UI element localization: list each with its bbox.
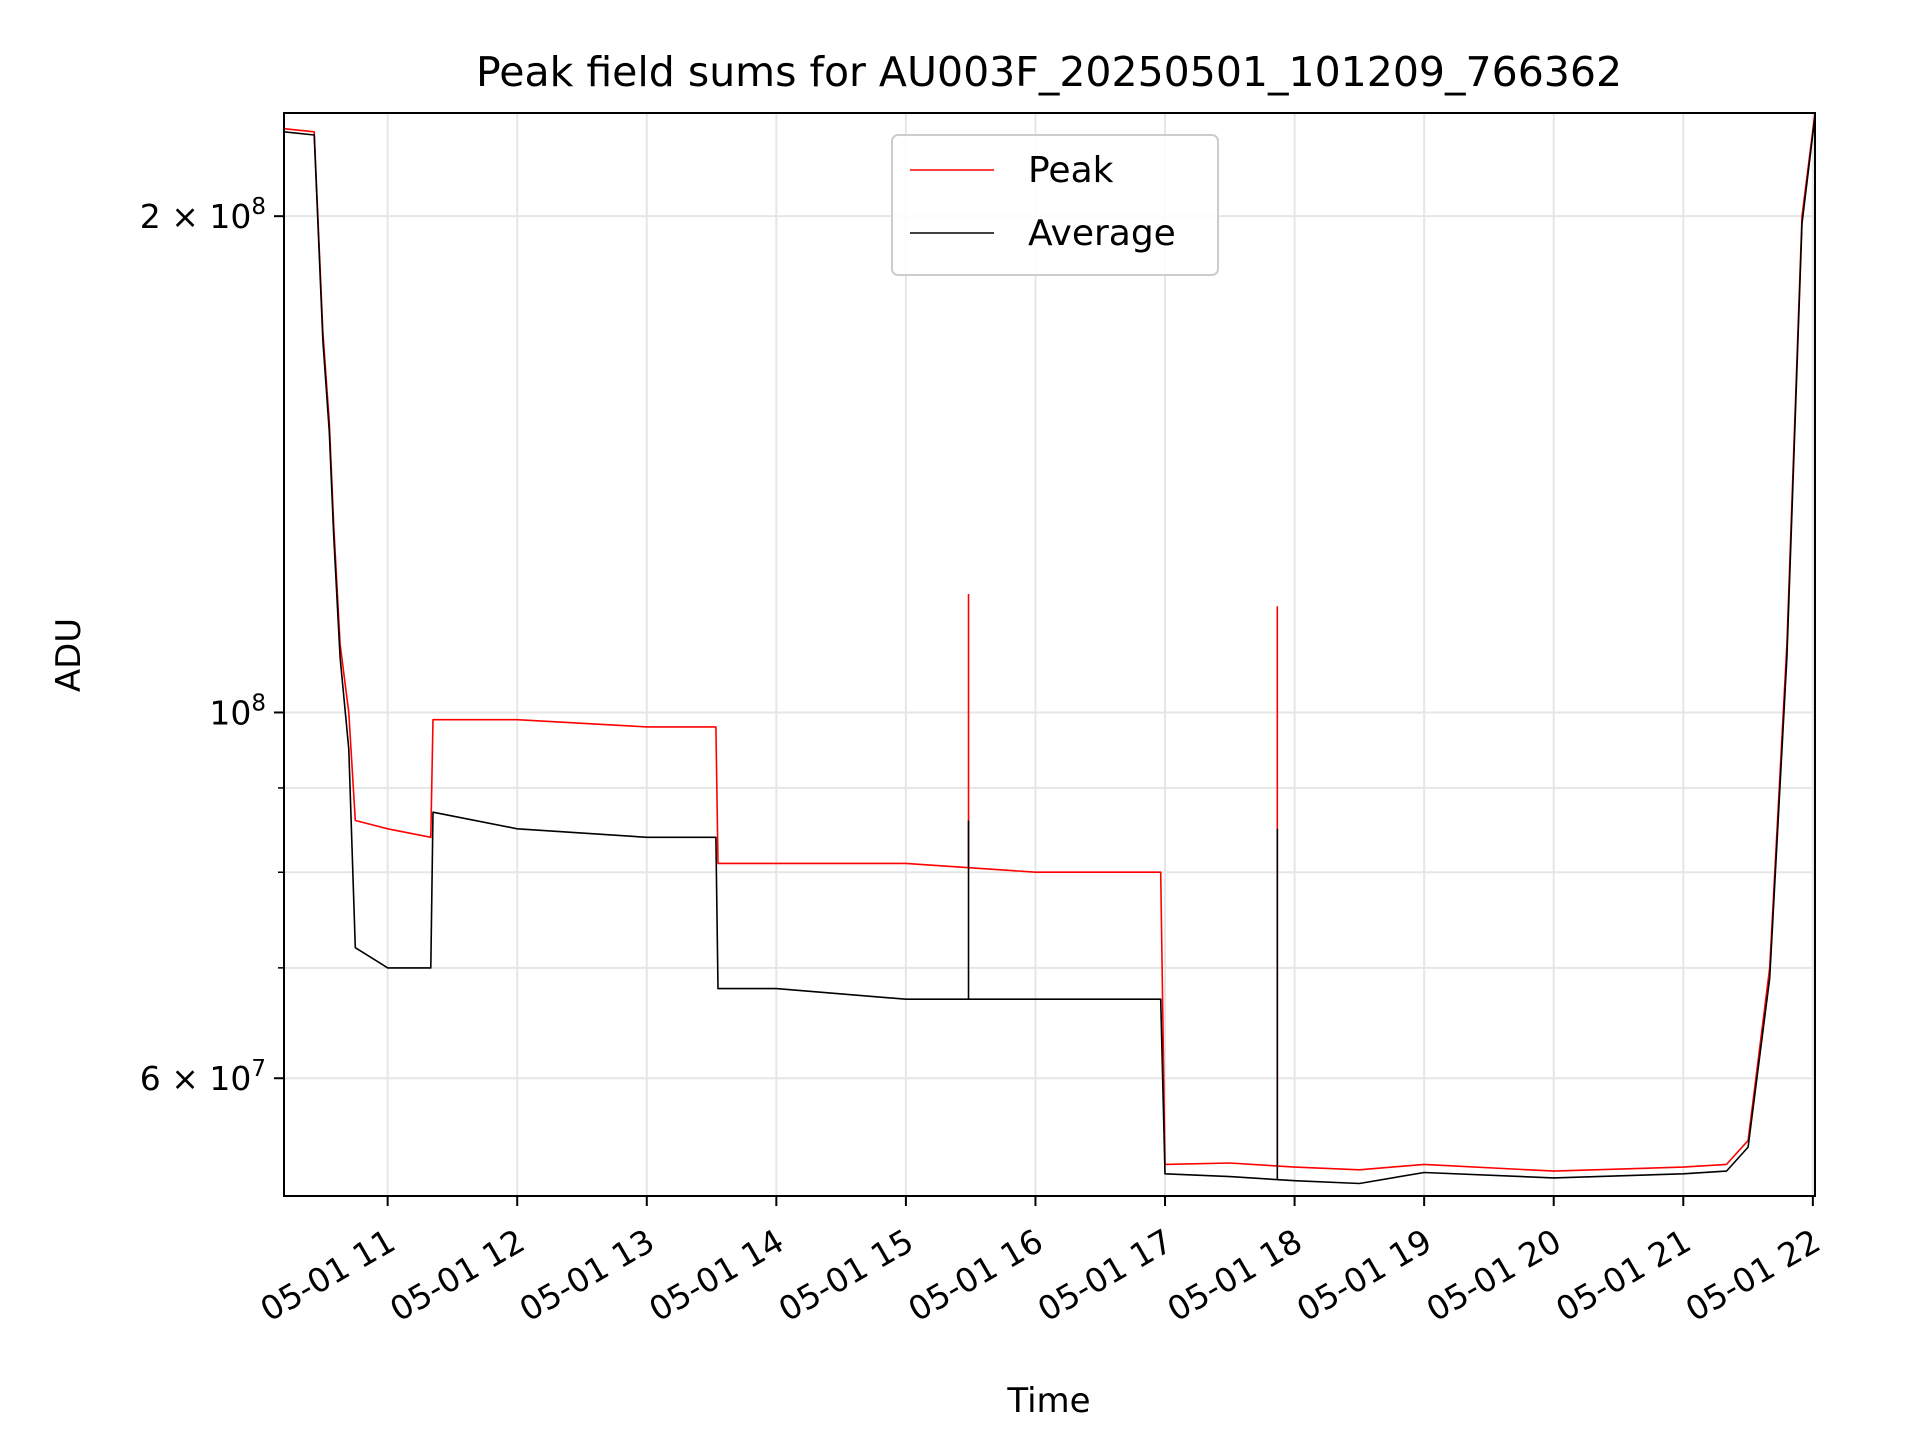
y-tick-label: 6 × 107	[140, 1056, 266, 1098]
y-tick-exponent: 7	[251, 1056, 266, 1082]
y-tick-label: 2 × 108	[140, 194, 266, 236]
plot-frame	[283, 112, 1816, 1197]
x-axis-label: Time	[1006, 1381, 1090, 1421]
y-tick-mantissa-base: 10	[209, 693, 251, 732]
y-tick-mantissa-base: 2 × 10	[140, 197, 252, 236]
legend: Peak Average	[891, 134, 1219, 276]
y-axis-label: ADU	[49, 618, 89, 692]
series-line-peak	[283, 112, 1816, 1172]
y-tick-exponent: 8	[251, 194, 266, 220]
grid-layer	[284, 113, 1815, 1196]
y-tick-exponent: 8	[251, 690, 266, 716]
series-line-average	[283, 116, 1816, 1185]
y-tick-mantissa-base: 6 × 10	[140, 1059, 252, 1098]
y-tick-label: 108	[209, 690, 266, 732]
series-layer	[283, 112, 1816, 1185]
legend-average-label: Average	[1028, 213, 1176, 254]
legend-peak-label: Peak	[1028, 150, 1114, 191]
chart-title: Peak field sums for AU003F_20250501_1012…	[476, 48, 1622, 96]
